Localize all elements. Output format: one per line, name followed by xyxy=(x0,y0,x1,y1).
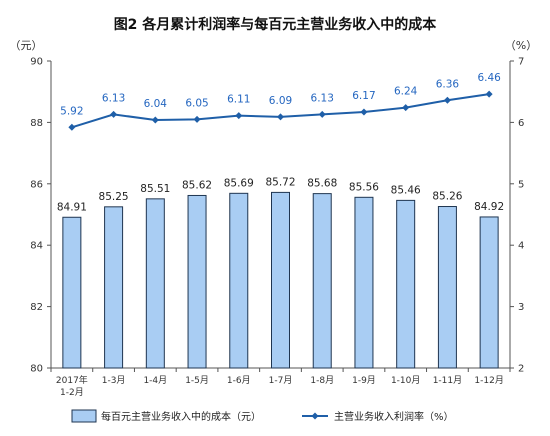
bar-series xyxy=(62,191,499,369)
profit-rate-point xyxy=(235,112,243,120)
x-tick-label: 1-10月 xyxy=(391,375,420,386)
x-tick-label: 2017年 1-2月 xyxy=(56,374,88,398)
profit-rate-label: 6.11 xyxy=(227,94,250,106)
right-axis-unit: （%） xyxy=(505,39,537,52)
cost-bar-label: 85.26 xyxy=(432,191,462,203)
left-tick-label: 80 xyxy=(30,364,43,375)
right-tick-label: 5 xyxy=(518,179,524,190)
profit-rate-label: 6.46 xyxy=(477,72,501,84)
cost-bar xyxy=(145,198,165,369)
x-tick-label: 1-3月 xyxy=(102,375,126,386)
left-tick-label: 84 xyxy=(30,241,43,252)
x-tick-label: 1-9月 xyxy=(352,375,376,386)
cost-bar-label: 84.92 xyxy=(474,201,504,213)
right-tick-label: 2 xyxy=(518,364,524,375)
cost-bar xyxy=(62,216,82,369)
cost-bar-label: 85.68 xyxy=(307,178,337,190)
profit-rate-label: 6.04 xyxy=(144,98,168,110)
profit-rate-point xyxy=(485,90,493,98)
left-axis-unit: （元） xyxy=(10,39,43,52)
cost-bar xyxy=(229,192,249,369)
profit-rate-point xyxy=(277,113,284,121)
line-series xyxy=(68,90,493,131)
profit-rate-label: 6.17 xyxy=(352,90,375,102)
profit-rate-point xyxy=(318,110,326,118)
left-tick-label: 90 xyxy=(30,57,43,68)
legend-line-marker xyxy=(311,412,319,420)
cost-bar-label: 85.72 xyxy=(265,176,295,188)
x-tick-label: 1-7月 xyxy=(269,375,293,386)
x-tick-label: 1-11月 xyxy=(433,375,462,386)
chart-title: 图2 各月累计利润率与每百元主营业务收入中的成本 xyxy=(114,16,438,33)
profit-rate-label: 6.24 xyxy=(394,86,418,98)
profit-rate-point xyxy=(193,115,201,123)
legend: 每百元主营业务收入中的成本（元） 主营业务收入利润率（%） xyxy=(71,409,454,423)
profit-rate-label: 6.09 xyxy=(269,95,292,107)
profit-rate-label: 6.13 xyxy=(311,92,334,104)
profit-rate-label: 5.92 xyxy=(60,105,83,117)
right-tick-label: 6 xyxy=(518,118,524,129)
cost-bar-label: 85.62 xyxy=(182,179,212,191)
bar-value-labels: 84.91 85.25 85.51 85.62 85.69 85.72 85.68 85.56… xyxy=(57,176,504,213)
cost-bar-label: 85.69 xyxy=(224,177,254,189)
profit-rate-point xyxy=(402,104,410,112)
left-tick-label: 82 xyxy=(30,302,43,313)
cost-bar xyxy=(479,216,499,369)
x-tick-label: 1-4月 xyxy=(143,375,167,386)
x-tick-label: 1-8月 xyxy=(310,375,334,386)
cost-bar-label: 85.51 xyxy=(140,183,170,195)
right-axis-ticks: 2 3 4 5 6 7 xyxy=(510,57,524,375)
cost-bar-label: 85.46 xyxy=(391,184,421,196)
x-tick-label: 1-5月 xyxy=(185,375,209,386)
profit-rate-point xyxy=(151,116,159,124)
profit-rate-label: 6.13 xyxy=(102,92,125,104)
cost-bar xyxy=(312,193,332,369)
cost-bar xyxy=(187,194,207,369)
right-tick-label: 4 xyxy=(518,241,524,252)
x-tick-label: 1-12月 xyxy=(474,375,503,386)
left-tick-label: 88 xyxy=(30,118,43,129)
cost-bar-label: 84.91 xyxy=(57,201,87,213)
profit-rate-point xyxy=(110,110,118,118)
profit-rate-label: 6.36 xyxy=(436,78,460,90)
right-tick-label: 7 xyxy=(518,57,524,68)
cost-bar xyxy=(104,206,124,369)
profit-rate-point xyxy=(443,96,451,104)
cost-bar-label: 85.56 xyxy=(349,181,379,193)
legend-line-label: 主营业务收入利润率（%） xyxy=(334,410,454,423)
cost-bar xyxy=(271,191,290,369)
profit-rate-point xyxy=(68,123,76,131)
legend-bar-swatch xyxy=(71,409,97,423)
line-value-labels: 5.92 6.13 6.04 6.05 6.11 6.09 6.13 6.17 6.24 6.36… xyxy=(60,72,501,117)
legend-bar-label: 每百元主营业务收入中的成本（元） xyxy=(101,410,261,423)
cost-bar xyxy=(396,199,416,369)
cost-bar xyxy=(437,206,457,369)
right-tick-label: 3 xyxy=(518,302,524,313)
left-axis-ticks: 80 82 84 86 88 90 xyxy=(30,57,51,375)
profit-rate-point xyxy=(360,108,368,116)
x-axis-ticks: 2017年 1-2月 1-3月 1-4月 1-5月 1-6月 1-7月 1-8月 1-9月 1-1… xyxy=(50,368,511,398)
x-tick-label: 1-6月 xyxy=(227,375,251,386)
profit-rate-label: 6.05 xyxy=(185,97,208,109)
cost-bar xyxy=(354,196,374,369)
left-tick-label: 86 xyxy=(30,179,43,190)
cost-bar-label: 85.25 xyxy=(99,191,129,203)
